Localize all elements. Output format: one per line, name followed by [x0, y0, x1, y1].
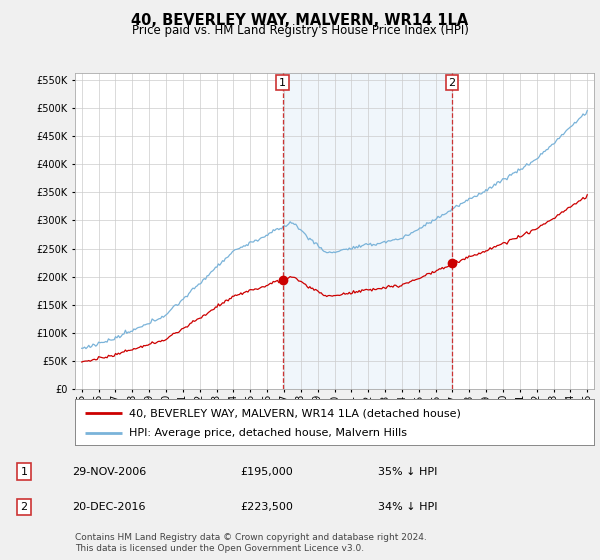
Text: 20-DEC-2016: 20-DEC-2016 [72, 502, 146, 512]
Text: £223,500: £223,500 [240, 502, 293, 512]
Text: 40, BEVERLEY WAY, MALVERN, WR14 1LA (detached house): 40, BEVERLEY WAY, MALVERN, WR14 1LA (det… [130, 408, 461, 418]
Text: 40, BEVERLEY WAY, MALVERN, WR14 1LA: 40, BEVERLEY WAY, MALVERN, WR14 1LA [131, 13, 469, 28]
Text: 1: 1 [20, 466, 28, 477]
Text: 35% ↓ HPI: 35% ↓ HPI [378, 466, 437, 477]
Text: 1: 1 [279, 77, 286, 87]
Text: Contains HM Land Registry data © Crown copyright and database right 2024.
This d: Contains HM Land Registry data © Crown c… [75, 533, 427, 553]
Text: 29-NOV-2006: 29-NOV-2006 [72, 466, 146, 477]
Text: 2: 2 [20, 502, 28, 512]
Text: HPI: Average price, detached house, Malvern Hills: HPI: Average price, detached house, Malv… [130, 428, 407, 438]
Text: 34% ↓ HPI: 34% ↓ HPI [378, 502, 437, 512]
Text: 2: 2 [448, 77, 455, 87]
Text: Price paid vs. HM Land Registry's House Price Index (HPI): Price paid vs. HM Land Registry's House … [131, 24, 469, 37]
Bar [283, 73, 452, 389]
Text: £195,000: £195,000 [240, 466, 293, 477]
